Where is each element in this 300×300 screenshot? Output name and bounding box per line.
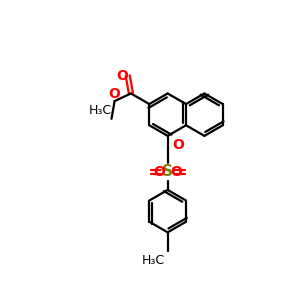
Text: O: O [109,87,121,101]
Text: H₃C: H₃C [142,254,165,267]
Text: O: O [116,69,128,83]
Text: O: O [170,165,182,179]
Text: S: S [162,164,173,179]
Text: H₃C: H₃C [88,104,112,117]
Text: O: O [172,138,184,152]
Text: O: O [153,165,165,179]
